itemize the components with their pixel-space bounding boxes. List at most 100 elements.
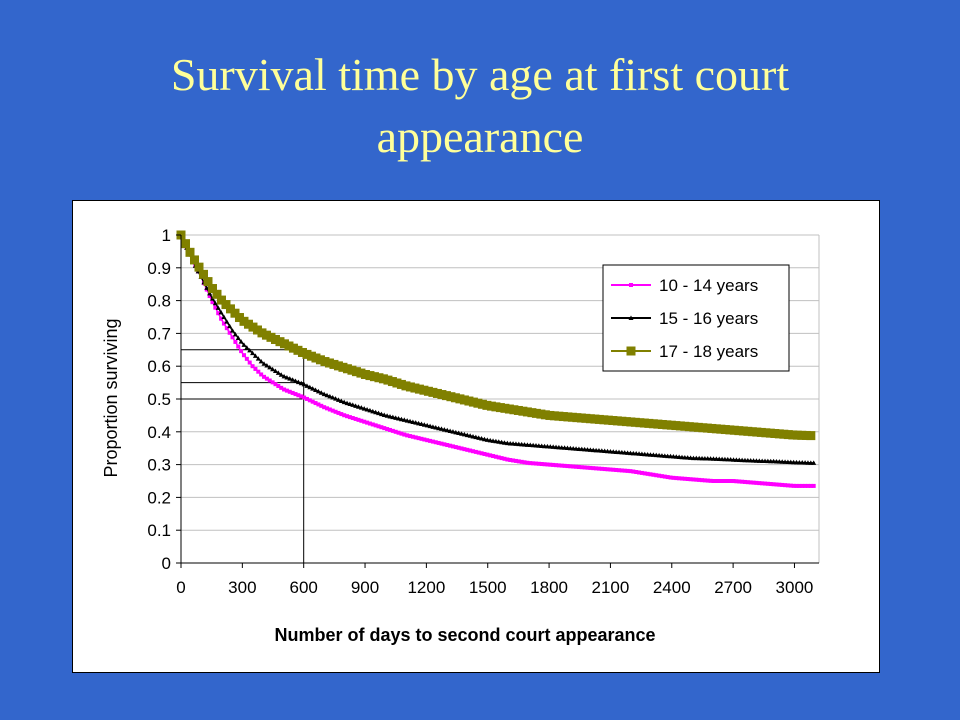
data-point (459, 431, 465, 436)
data-point (677, 476, 682, 481)
data-point (402, 432, 407, 437)
data-point (568, 464, 573, 469)
data-point (671, 475, 676, 480)
data-point (639, 470, 644, 475)
data-point (396, 416, 402, 421)
data-point (361, 406, 367, 411)
data-point (221, 321, 226, 326)
data-point (261, 361, 267, 366)
data-point (436, 440, 441, 445)
data-point (479, 436, 485, 441)
data-point (313, 401, 318, 406)
y-tick-label: 0.3 (147, 456, 171, 475)
data-point (637, 470, 642, 475)
data-point (748, 480, 753, 485)
data-point (476, 450, 481, 455)
data-point (502, 456, 507, 461)
data-point (645, 471, 650, 476)
data-point (310, 399, 315, 404)
data-point (267, 378, 272, 383)
data-point (427, 423, 433, 429)
data-point (476, 435, 482, 440)
data-point (236, 344, 241, 349)
data-point (771, 482, 776, 487)
data-point (350, 402, 356, 407)
data-point (370, 408, 376, 414)
data-point (459, 446, 464, 451)
data-point (450, 429, 456, 434)
data-point (754, 480, 759, 485)
x-tick-label: 3000 (776, 578, 814, 597)
data-point (728, 479, 733, 483)
data-point (215, 305, 221, 310)
data-point (373, 409, 379, 415)
data-point (264, 363, 270, 368)
x-tick-label: 1500 (469, 578, 507, 597)
data-point (531, 461, 536, 466)
data-point (194, 262, 204, 272)
data-point (373, 423, 378, 428)
data-point (780, 482, 785, 487)
data-point (508, 458, 513, 463)
data-point (591, 466, 596, 471)
data-point (571, 464, 576, 469)
slide-title: Survival time by age at first court appe… (0, 44, 960, 168)
slide-title-line1: Survival time by age at first court (170, 49, 790, 100)
data-point (290, 390, 295, 395)
legend: 10 - 14 years 15 - 16 years 17 - 18 years (602, 264, 790, 372)
data-point (359, 418, 364, 423)
data-point (654, 473, 659, 478)
y-tick-label: 0.4 (147, 423, 171, 442)
data-point (189, 255, 199, 265)
legend-swatch-marker (626, 346, 636, 356)
data-point (313, 387, 319, 392)
data-point (697, 477, 702, 482)
data-point (774, 482, 779, 487)
x-tick-label: 1200 (407, 578, 445, 597)
data-point (330, 395, 336, 400)
data-point (424, 422, 430, 428)
data-point (293, 378, 299, 383)
data-point (264, 376, 269, 381)
data-point (559, 463, 564, 468)
data-point (496, 455, 501, 460)
data-point (768, 482, 773, 487)
data-point (651, 472, 656, 477)
data-point (594, 466, 599, 471)
data-point (631, 469, 636, 474)
data-point (519, 459, 524, 464)
data-point (659, 474, 664, 479)
data-point (579, 465, 584, 470)
data-point (679, 476, 684, 481)
data-point (258, 358, 264, 364)
data-point (433, 425, 439, 430)
y-tick-label: 0.2 (147, 488, 171, 507)
data-point (407, 418, 413, 424)
data-point (262, 374, 267, 379)
legend-label: 10 - 14 years (659, 276, 758, 295)
data-point (413, 420, 419, 425)
data-point (453, 445, 458, 450)
data-point (467, 433, 473, 438)
y-tick-label: 0.8 (147, 292, 171, 311)
data-point (505, 457, 510, 462)
data-point (797, 483, 802, 488)
data-point (760, 481, 765, 486)
legend-label: 17 - 18 years (659, 342, 758, 361)
x-tick-label: 600 (290, 578, 318, 597)
data-point (688, 477, 693, 482)
data-point (662, 474, 667, 479)
data-point (379, 425, 384, 430)
data-point (301, 381, 307, 387)
data-point (401, 417, 407, 422)
y-tick-label: 0 (162, 554, 171, 573)
data-point (574, 464, 579, 469)
data-point (642, 471, 647, 476)
data-point (430, 439, 435, 444)
data-point (605, 467, 610, 472)
data-point (794, 483, 799, 488)
data-point (364, 406, 370, 412)
data-point (255, 356, 261, 361)
chart-area: 0 0.1 0.2 0.3 0.4 0.5 0.6 0.7 0.8 0.9 1 0 300 600 900 1… (72, 200, 880, 673)
data-point (227, 323, 233, 329)
